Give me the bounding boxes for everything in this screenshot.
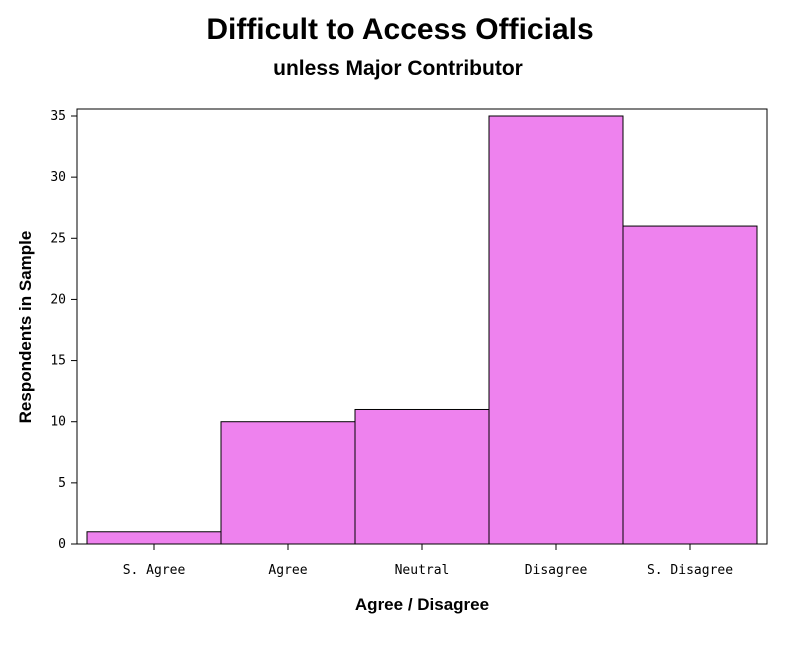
x-tick-label-2: Neutral <box>395 563 450 578</box>
x-tick-label-1: Agree <box>268 563 307 578</box>
x-tick-label-4: S. Disagree <box>647 563 733 578</box>
y-tick-label-4: 20 <box>50 292 66 307</box>
y-tick-label-2: 10 <box>50 415 66 430</box>
bar-1 <box>220 421 356 545</box>
x-axis-label: Agree / Disagree <box>355 595 489 614</box>
plot-area: 0 5 10 15 20 25 30 35 S. Agree Agree Neutral Disagr… <box>50 109 758 578</box>
y-tick-label-0: 0 <box>58 537 66 552</box>
x-tick-label-3: Disagree <box>525 563 588 578</box>
y-tick-label-7: 35 <box>50 109 66 124</box>
bar-2 <box>354 408 490 545</box>
bar-4 <box>622 225 758 545</box>
y-axis-label: Respondents in Sample <box>16 231 35 424</box>
bar-0 <box>86 531 222 545</box>
x-tick-label-0: S. Agree <box>123 563 186 578</box>
y-tick-label-1: 5 <box>58 476 66 491</box>
y-tick-label-6: 30 <box>50 170 66 185</box>
y-tick-label-3: 15 <box>50 354 66 369</box>
y-tick-label-5: 25 <box>50 231 66 246</box>
plot-frame <box>76 108 768 545</box>
chart-subtitle: unless Major Contributor <box>273 57 523 80</box>
bar-3 <box>488 115 624 545</box>
chart-title: Difficult to Access Officials <box>206 13 593 46</box>
